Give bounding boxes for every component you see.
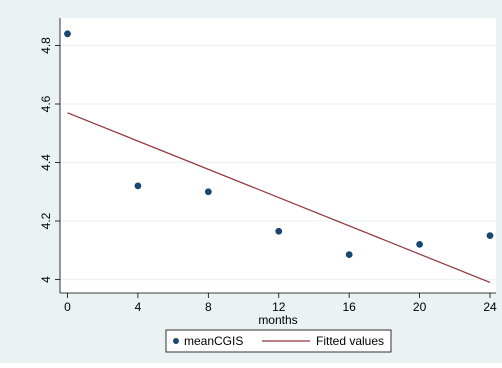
x-tick-label: 8 xyxy=(205,300,212,314)
legend-marker-meancgis xyxy=(173,338,179,344)
x-tick-label: 24 xyxy=(483,300,497,314)
data-point xyxy=(486,232,494,240)
data-point xyxy=(204,188,212,196)
y-tick-label: 4 xyxy=(39,276,53,283)
x-tick-label: 20 xyxy=(413,300,427,314)
axes: 4 4.2 4.4 4.6 4.8 0 4 8 12 16 20 24 xyxy=(39,18,497,314)
legend-label-fitted-values: Fitted values xyxy=(316,334,384,348)
data-point xyxy=(64,30,71,38)
data-marks xyxy=(64,30,494,283)
data-point xyxy=(416,241,423,248)
y-tick-label: 4.4 xyxy=(39,154,53,171)
x-tick-label: 4 xyxy=(135,300,142,314)
fitted-line xyxy=(67,112,491,283)
y-tick-label: 4.2 xyxy=(39,212,53,229)
data-point xyxy=(134,182,142,190)
y-tick-label: 4.8 xyxy=(39,37,53,54)
gridlines xyxy=(60,44,496,281)
legend-label-meancgis: meanCGIS xyxy=(184,334,243,348)
legend: meanCGIS Fitted values xyxy=(165,329,392,353)
x-tick-label: 16 xyxy=(342,300,356,314)
y-tick-label: 4.6 xyxy=(39,95,53,112)
plot-area xyxy=(60,18,496,293)
x-axis-label: months xyxy=(258,313,297,327)
data-point xyxy=(345,251,353,259)
data-point xyxy=(275,227,283,235)
x-tick-label: 12 xyxy=(272,300,286,314)
x-tick-label: 0 xyxy=(64,300,71,314)
